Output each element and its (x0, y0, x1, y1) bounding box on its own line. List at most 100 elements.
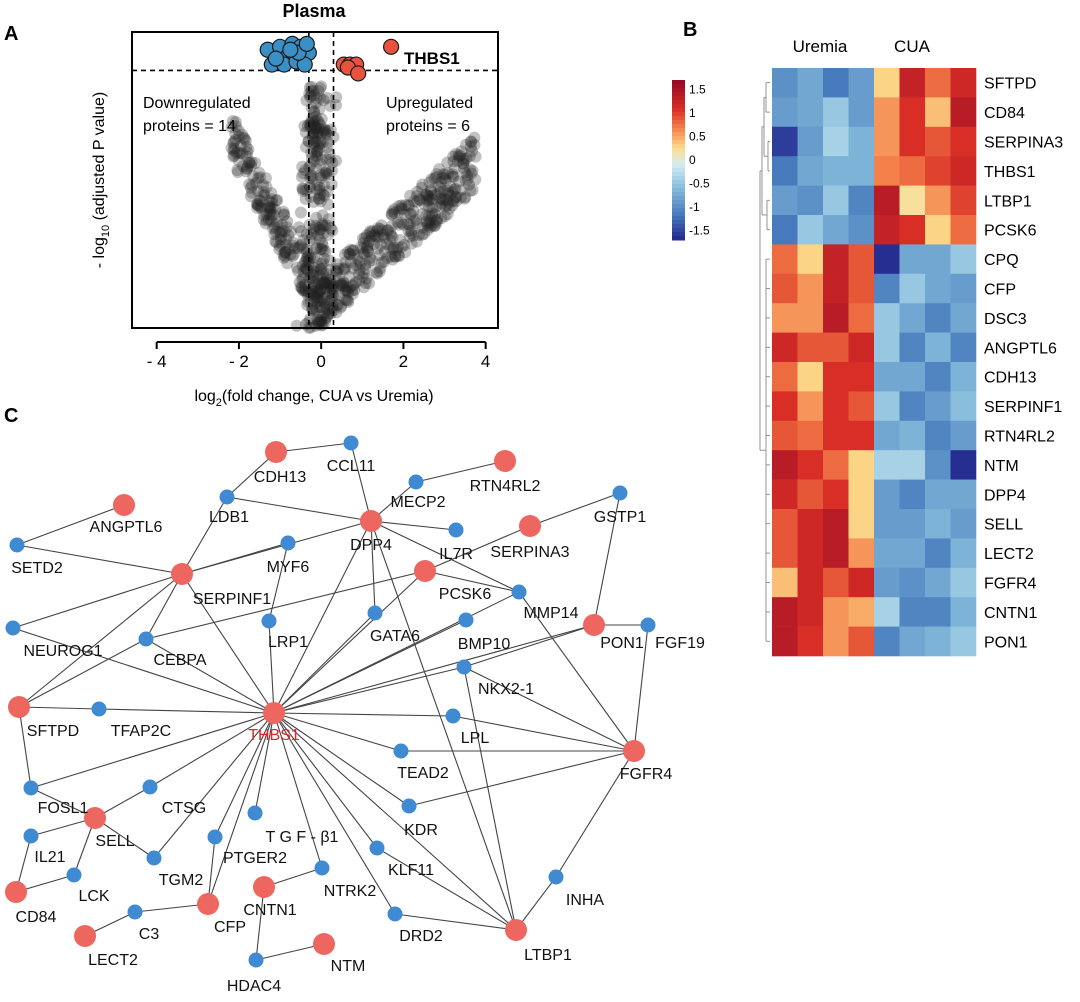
volcano-point (330, 154, 343, 167)
volcano-point (381, 251, 394, 264)
heatmap-cell (950, 156, 977, 186)
volcano-point (316, 239, 329, 252)
volcano-point (274, 226, 287, 239)
network-node-label: NTM (331, 958, 366, 975)
volcano-point (351, 252, 364, 265)
volcano-point (313, 137, 326, 150)
volcano-point (452, 151, 465, 164)
volcano-point (365, 254, 378, 267)
volcano-point (443, 202, 456, 215)
heatmap-cell (848, 509, 875, 539)
volcano-point (320, 91, 333, 104)
volcano-point (313, 301, 326, 314)
volcano-point (318, 276, 331, 289)
heatmap-row-label: LTBP1 (984, 193, 1032, 210)
volcano-point (390, 244, 403, 257)
volcano-point (311, 127, 324, 140)
network-edges (12, 442, 649, 961)
volcano-point (323, 147, 336, 160)
network-node-label: TFAP2C (111, 723, 171, 740)
volcano-significant-points (259, 35, 400, 82)
heatmap-cell (925, 597, 951, 627)
volcano-point (393, 250, 406, 263)
volcano-point (225, 121, 238, 134)
heatmap-row-label: NTM (984, 458, 1019, 475)
legend-swatch (672, 224, 685, 229)
heatmap-cell (797, 567, 824, 598)
volcano-point (434, 192, 447, 205)
heatmap-cell (899, 626, 926, 657)
volcano-point (438, 172, 451, 185)
network-node-label: FOSL1 (38, 800, 89, 817)
volcano-point (302, 257, 315, 270)
volcano-point (407, 215, 420, 228)
heatmap-cell (950, 185, 977, 216)
legend-tick-label: 1.5 (689, 82, 706, 96)
volcano-point (339, 256, 352, 269)
volcano-point (450, 195, 463, 208)
volcano-point (295, 282, 308, 295)
volcano-point (374, 238, 387, 251)
heatmap-row-label: SERPINF1 (984, 399, 1062, 416)
volcano-point (311, 288, 324, 301)
legend-swatch (672, 208, 685, 213)
volcano-point (384, 241, 397, 254)
heatmap-cell (823, 68, 849, 98)
volcano-point (311, 285, 324, 298)
volcano-point (229, 116, 242, 129)
volcano-point (293, 276, 306, 289)
volcano-point (311, 145, 324, 158)
heatmap-cell (772, 509, 798, 539)
volcano-point (392, 249, 405, 262)
network-node (261, 613, 277, 629)
network-edge (273, 591, 520, 714)
volcano-point (240, 150, 253, 163)
volcano-point (260, 181, 273, 194)
volcano-point (251, 199, 264, 212)
network-node (113, 494, 135, 516)
network-node (623, 740, 645, 762)
volcano-point (243, 156, 256, 169)
volcano-point (317, 267, 330, 280)
volcano-point (358, 267, 371, 280)
volcano-point (277, 205, 290, 218)
volcano-title: Plasma (282, 1, 346, 21)
volcano-point (466, 184, 479, 197)
heatmap-cell (848, 538, 875, 569)
heatmap-cell (874, 68, 900, 98)
volcano-point (359, 262, 372, 275)
volcano-point (280, 221, 293, 234)
volcano-point (410, 235, 423, 248)
volcano-point (313, 269, 326, 282)
volcano-point (366, 225, 379, 238)
heatmap-cell (899, 273, 926, 304)
volcano-point (311, 139, 324, 152)
volcano-point (468, 131, 481, 144)
volcano-point (337, 262, 350, 275)
heatmap-cell (823, 303, 849, 333)
volcano-point (458, 154, 471, 167)
network-node-label: RTN4RL2 (470, 478, 541, 495)
volcano-point (327, 283, 340, 296)
volcano-point (335, 299, 348, 312)
volcano-point (457, 162, 470, 175)
volcano-point (227, 114, 240, 127)
volcano-point (322, 198, 335, 211)
volcano-point (304, 181, 317, 194)
heatmap-cell (772, 479, 798, 510)
network-node (612, 485, 628, 501)
heatmap-cell (797, 303, 824, 333)
legend-swatch (672, 120, 685, 125)
network-edge (254, 712, 275, 814)
heatmap-cell (823, 97, 849, 128)
thbs1-highlight-label: THBS1 (404, 49, 460, 68)
volcano-point (360, 272, 373, 285)
volcano-point (347, 244, 360, 257)
volcano-point (314, 92, 327, 105)
volcano-point (447, 193, 460, 206)
volcano-point (466, 164, 479, 177)
volcano-point (343, 281, 356, 294)
heatmap-cell (772, 97, 798, 128)
heatmap-cell (925, 273, 951, 304)
network-node (548, 869, 564, 885)
